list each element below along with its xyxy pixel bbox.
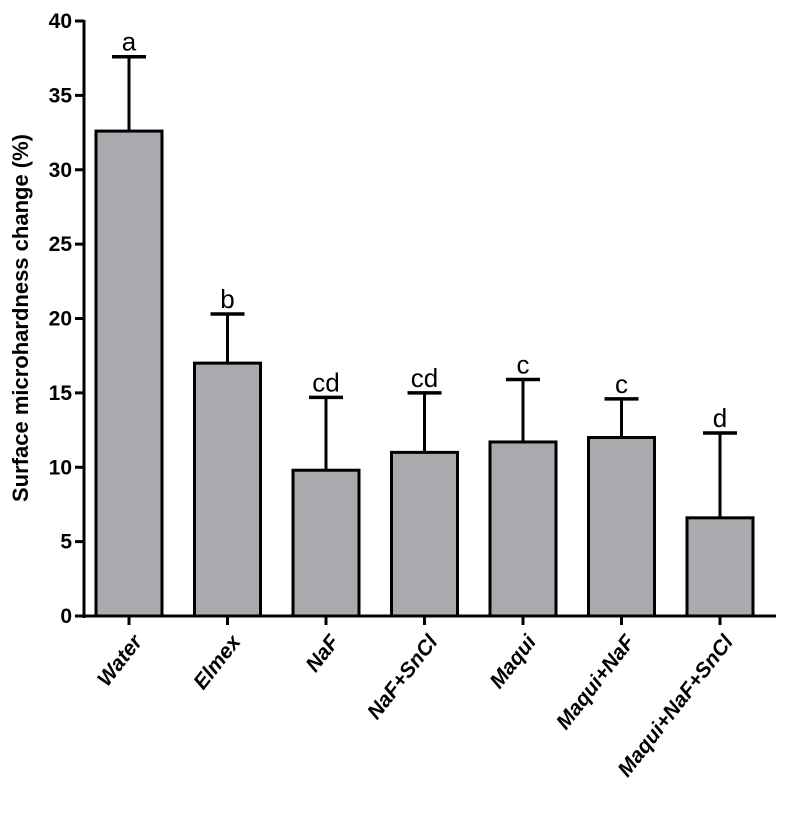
y-tick-label: 40 [49,10,72,33]
significance-label: c [517,349,530,379]
significance-label: a [122,27,137,57]
y-tick-label: 25 [49,233,73,256]
y-tick-label: 5 [60,531,72,554]
bar-elmex [193,361,262,618]
x-tick-label: Elmex [189,630,246,694]
bar-maqui-naf [587,436,656,618]
bar-water [94,129,164,618]
labels: a Water b Elmex cd NaF cd NaF+SnCl c Maqui c Maqui+… [93,27,739,781]
x-tick-label: NaF+SnCl [363,630,443,724]
y-tick-label: 10 [49,456,72,479]
error-bars [112,54,737,518]
significance-label: cd [411,363,438,393]
x-tick-label: NaF [301,630,344,676]
y-tick-label: 35 [49,84,73,107]
significance-label: cd [312,367,339,397]
y-axis-label: Surface microhardness change (%) [8,134,33,502]
significance-label: b [220,284,234,314]
bar-maqui [488,440,558,618]
x-tick-label: Maqui [485,630,541,693]
bars [94,129,755,618]
x-tick-label: Maqui+NaF [552,630,640,734]
x-tick-label: Water [93,629,148,690]
y-tick-label: 20 [49,308,72,331]
significance-label: d [713,403,727,433]
bar-naf [291,468,361,618]
bar-maqui-naf-sncl [685,516,755,618]
y-tick-label: 15 [49,382,73,405]
bar-naf-sncl [390,450,459,618]
significance-label: c [615,369,628,399]
y-tick-label: 0 [60,605,72,628]
y-tick-label: 30 [49,159,72,182]
